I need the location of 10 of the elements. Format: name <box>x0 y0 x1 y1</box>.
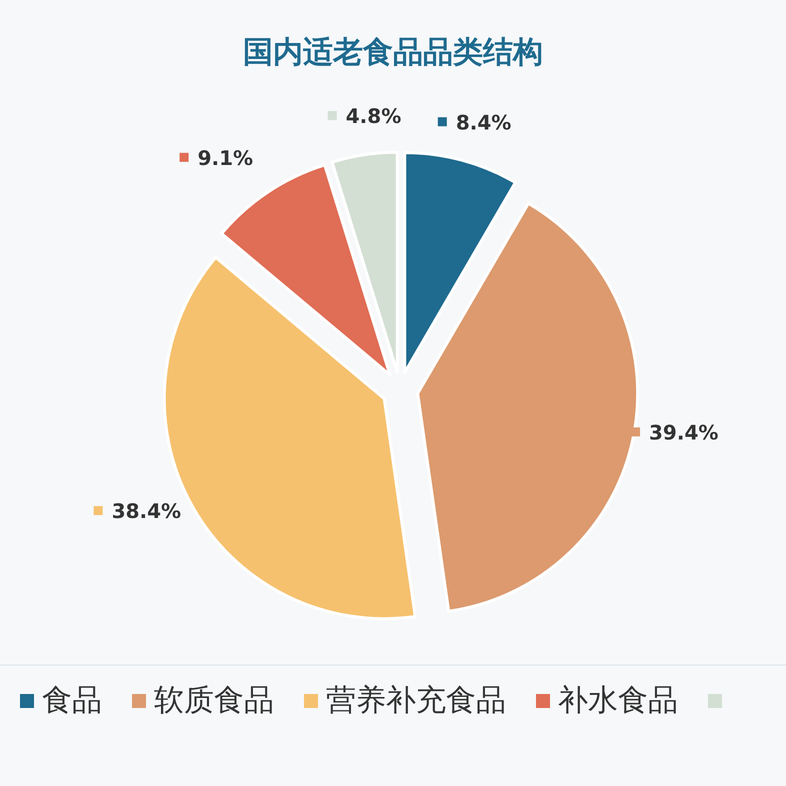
data-label: 4.8% <box>346 104 402 128</box>
legend-label: 营养补充食品 <box>326 683 506 718</box>
legend-label: 食品 <box>42 683 102 718</box>
data-label: 9.1% <box>198 146 254 170</box>
data-label: 39.4% <box>649 420 718 444</box>
legend-label: 补水食品 <box>558 683 678 718</box>
legend-label: 软质食品 <box>154 683 274 718</box>
data-label: 8.4% <box>456 110 512 134</box>
data-label: 38.4% <box>112 499 182 524</box>
chart-title: 国内适老食品品类结构 <box>243 35 543 70</box>
